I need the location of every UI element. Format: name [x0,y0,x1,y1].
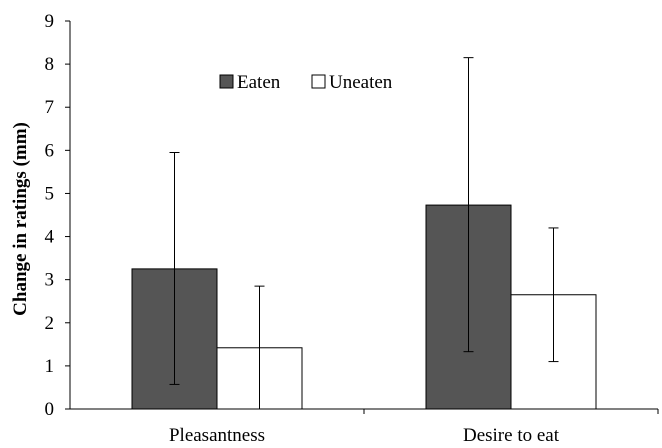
bars [131,204,597,410]
category-label: Desire to eat [463,425,560,446]
legend-label-uneaten: Uneaten [329,72,393,93]
y-tick-label: 2 [45,313,55,334]
y-tick-label: 3 [45,270,55,291]
legend-label-eaten: Eaten [237,72,281,93]
y-tick-label: 8 [45,54,55,75]
y-axis-ticks: 0 1 2 3 4 5 6 7 8 9 [45,11,70,420]
error-bars [169,57,559,409]
y-tick-label: 1 [45,356,55,377]
category-label: Pleasantness [169,425,265,446]
category-labels: Pleasantness Desire to eat [169,425,560,446]
y-tick-label: 6 [45,140,55,161]
x-axis-ticks [363,409,659,414]
legend-swatch-uneaten [311,74,326,89]
y-tick-label: 5 [45,183,55,204]
legend: Eaten Uneaten [219,72,393,93]
y-tick-label: 4 [45,227,55,248]
y-tick-label: 7 [45,97,55,118]
y-tick-label: 9 [45,11,55,32]
y-tick-label: 0 [45,399,55,420]
legend-swatch-eaten [219,74,234,89]
y-axis-label: Change in ratings (mm) [10,122,31,316]
